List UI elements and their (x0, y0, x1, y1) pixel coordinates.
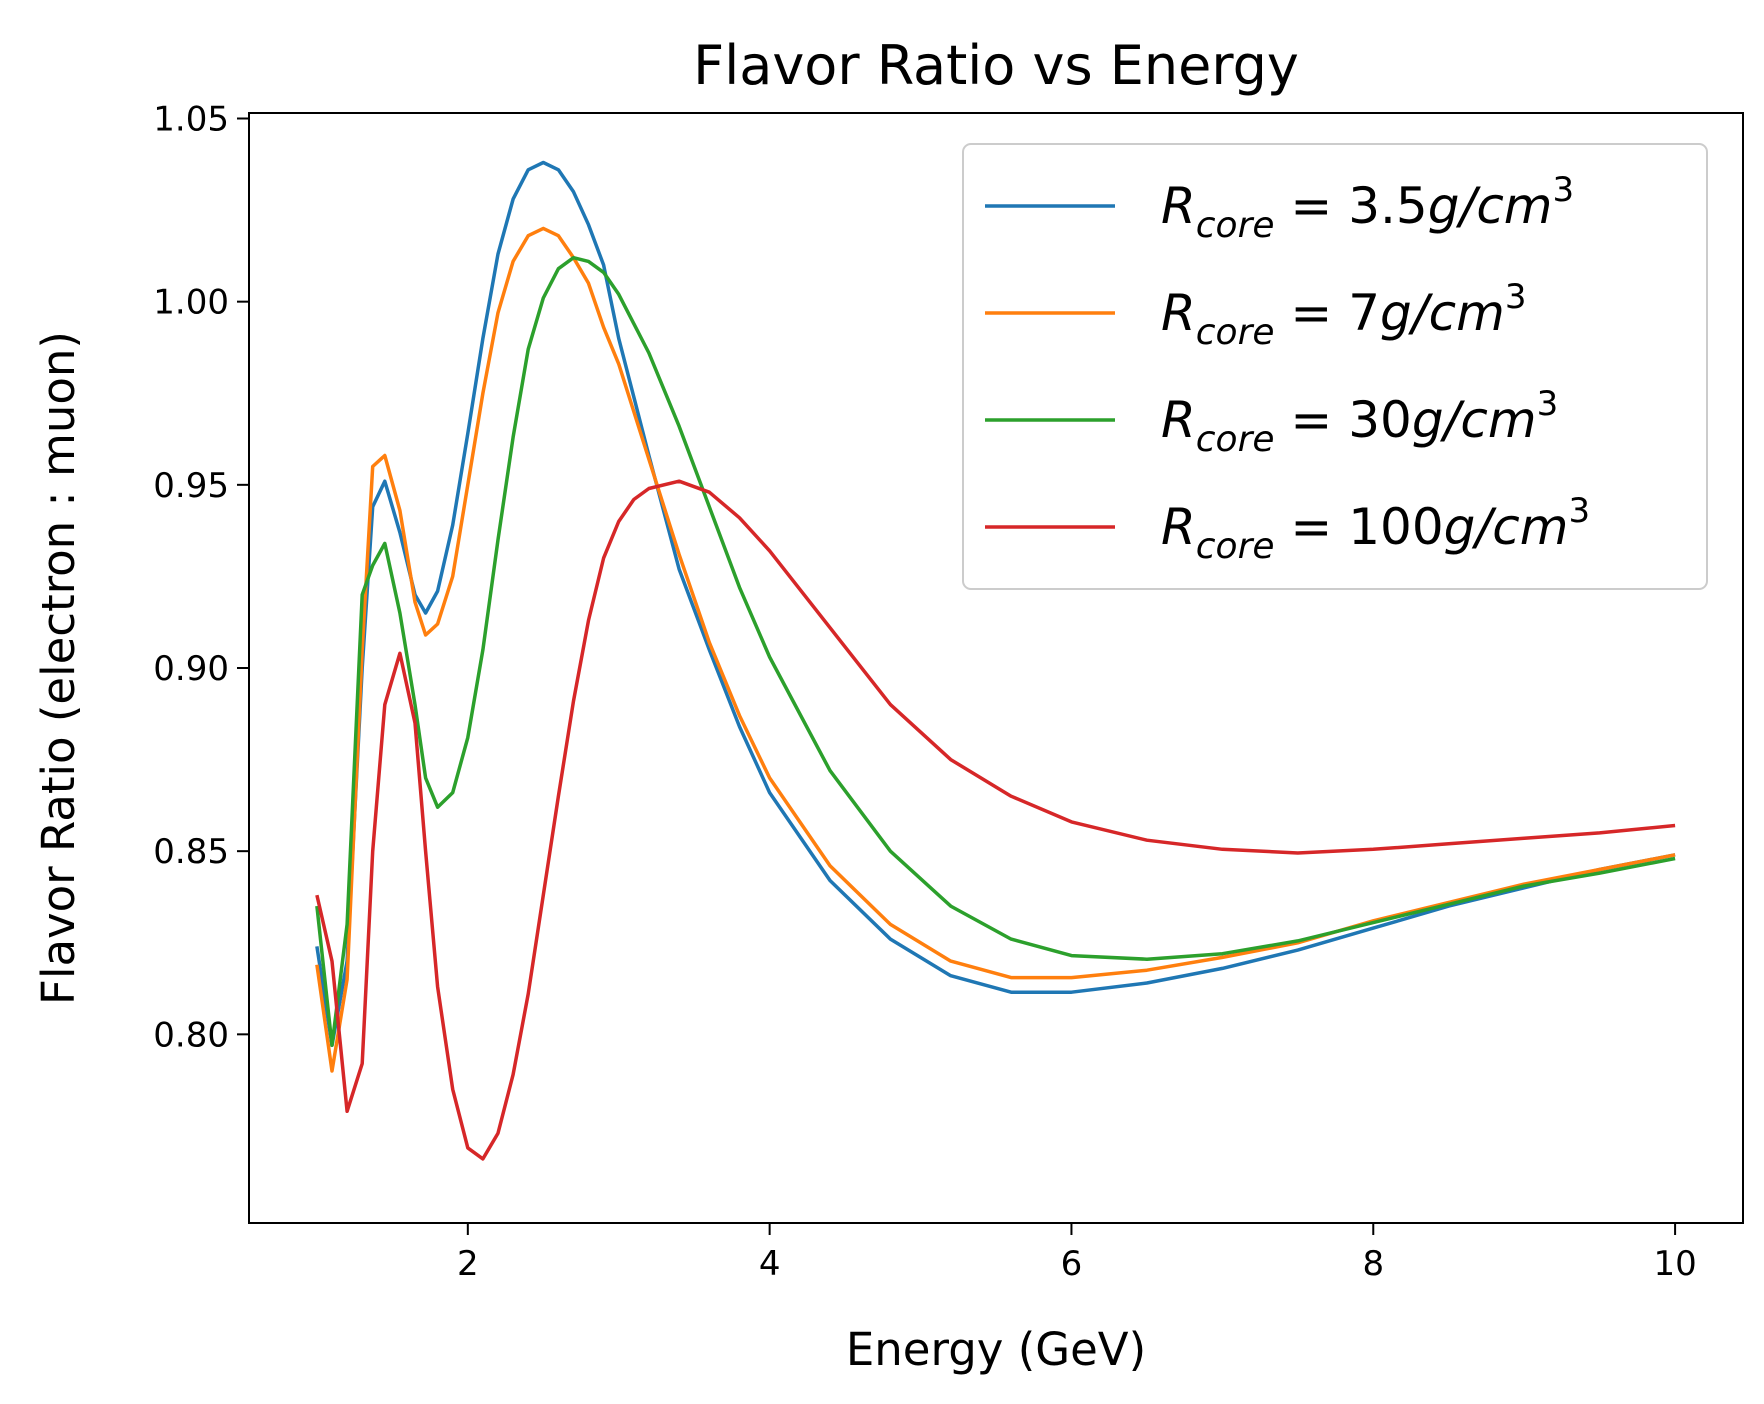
x-axis-title: Energy (GeV) (846, 1323, 1146, 1376)
legend-label-eq: = 100 (1275, 498, 1444, 556)
legend-label-main: R (1161, 391, 1196, 449)
legend-label-sub: core (1196, 205, 1275, 246)
x-axis-ticks: 2 4 6 8 10 (457, 1223, 1697, 1284)
y-tick-label: 0.80 (153, 1015, 229, 1055)
y-tick-label: 1.05 (153, 99, 229, 139)
legend-label-unit: g/cm (1444, 498, 1569, 556)
x-tick-label: 6 (1061, 1244, 1083, 1284)
series-line-2 (315, 255, 1676, 1048)
legend-label-main: R (1161, 284, 1196, 342)
x-tick-label: 8 (1362, 1244, 1384, 1284)
legend-frame (962, 143, 1708, 590)
legend-label-exp: 3 (1505, 277, 1527, 317)
series-line-3 (315, 479, 1676, 1161)
x-tick-label: 2 (457, 1244, 479, 1284)
legend-label-exp: 3 (1553, 170, 1575, 210)
y-axis-ticks: 0.80 0.85 0.90 0.95 1.00 1.05 (153, 99, 249, 1055)
legend-label-eq: = 7 (1275, 284, 1381, 342)
legend-label-sub: core (1196, 526, 1275, 567)
y-tick-label: 1.00 (153, 283, 229, 323)
chart-title: Flavor Ratio vs Energy (693, 34, 1299, 97)
legend-label-0: Rcore = 3.5g/cm3 (1161, 170, 1574, 246)
legend-label-unit: g/cm (1412, 391, 1537, 449)
plot-area (248, 112, 1744, 1224)
legend-label-3: Rcore = 100g/cm3 (1161, 491, 1590, 567)
x-tick-label: 10 (1653, 1244, 1696, 1284)
legend-label-unit: g/cm (1428, 177, 1553, 235)
legend-label-exp: 3 (1568, 491, 1590, 531)
series-line-1 (315, 226, 1676, 1073)
legend-label-1: Rcore = 7g/cm3 (1161, 277, 1526, 353)
x-tick-label: 4 (759, 1244, 781, 1284)
y-tick-label: 0.85 (153, 832, 229, 872)
legend-label-eq: = 30 (1275, 391, 1412, 449)
legend-label-2: Rcore = 30g/cm3 (1161, 384, 1558, 460)
legend-label-main: R (1161, 498, 1196, 556)
legend-label-unit: g/cm (1380, 284, 1505, 342)
series-layer (315, 160, 1676, 1161)
legend-label-sub: core (1196, 312, 1275, 353)
y-tick-label: 0.95 (153, 466, 229, 506)
y-tick-label: 0.90 (153, 649, 229, 689)
y-axis-title: Flavor Ratio (electron : muon) (32, 331, 85, 1005)
legend-label-sub: core (1196, 419, 1275, 460)
legend-label-exp: 3 (1537, 384, 1559, 424)
legend-label-main: R (1161, 177, 1196, 235)
legend-label-eq: = 3.5 (1275, 177, 1428, 235)
